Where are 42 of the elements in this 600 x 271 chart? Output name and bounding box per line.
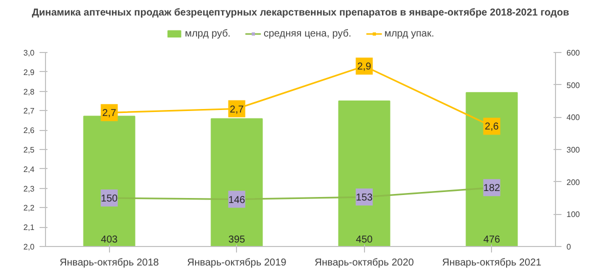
x-tick-label: Январь-октябрь 2018 (60, 258, 160, 268)
legend-label: средняя цена, руб. (264, 28, 352, 39)
chart-title: Динамика аптечных продаж безрецептурных лекарственных препаратов в январе-октябре 2018-2021 годов (32, 8, 570, 18)
data-label: 182 (483, 183, 501, 194)
data-label: 146 (228, 194, 246, 206)
bar (338, 100, 390, 246)
y2-tick-label: 400 (566, 113, 580, 122)
y-tick-label: 2,1 (23, 223, 36, 232)
data-label: 476 (483, 234, 501, 246)
y-tick-label: 2,3 (23, 184, 36, 194)
data-label: 2,9 (357, 62, 372, 73)
y-tick-label: 3,0 (23, 48, 36, 58)
y-tick-label: 2,6 (23, 126, 36, 136)
data-label: 395 (228, 234, 246, 246)
x-tick-label: Январь-октябрь 2021 (442, 258, 542, 268)
y-tick-label: 2,9 (23, 68, 36, 77)
data-label: 2,7 (102, 108, 117, 120)
y-tick-label: 2,7 (23, 106, 36, 116)
y2-tick-label: 600 (566, 48, 580, 58)
bar (210, 118, 263, 246)
y-tick-label: 2,2 (23, 204, 36, 213)
data-label: 153 (356, 192, 374, 204)
data-label: 403 (100, 234, 118, 246)
y2-tick-label: 100 (566, 210, 580, 220)
data-label: 450 (356, 234, 374, 246)
y-tick-label: 2,8 (23, 87, 36, 96)
bar (83, 116, 136, 246)
y2-tick-label: 0 (566, 242, 572, 252)
data-label: 150 (100, 194, 118, 204)
y-tick-label: 2,0 (23, 242, 36, 252)
data-label: 2,7 (230, 104, 244, 116)
y2-tick-label: 500 (566, 80, 580, 90)
data-label: 2,6 (484, 122, 500, 133)
legend-label: млрд руб. (184, 28, 231, 39)
y2-tick-label: 300 (566, 146, 580, 154)
y2-tick-label: 200 (566, 178, 580, 187)
x-tick-label: Январь-октябрь 2019 (187, 258, 287, 268)
legend-label: млрд упак. (384, 28, 434, 39)
y-tick-label: 2,4 (23, 164, 36, 174)
bar (466, 92, 518, 246)
y-tick-label: 2,5 (23, 146, 36, 154)
x-tick-label: Январь-октябрь 2020 (314, 258, 414, 268)
